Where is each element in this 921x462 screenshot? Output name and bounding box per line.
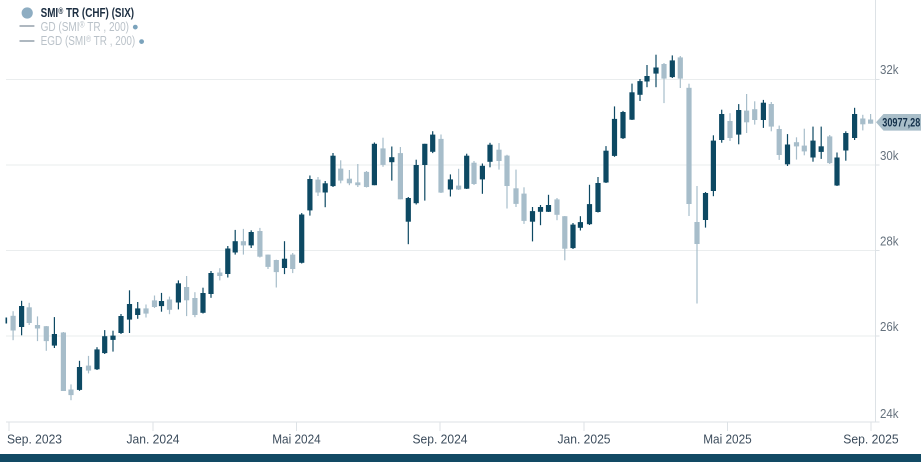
svg-text:GD (SMI® TR , 200): GD (SMI® TR , 200) [41, 19, 129, 34]
svg-text:30k: 30k [880, 148, 899, 163]
svg-text:SMI® TR (CHF) (SIX): SMI® TR (CHF) (SIX) [41, 5, 135, 20]
svg-text:Sep. 2024: Sep. 2024 [413, 432, 468, 447]
svg-text:Sep. 2025: Sep. 2025 [843, 432, 898, 447]
svg-text:30977,28: 30977,28 [882, 118, 920, 130]
svg-text:28k: 28k [880, 233, 899, 248]
svg-text:Jan. 2025: Jan. 2025 [558, 432, 611, 447]
svg-text:Mai 2024: Mai 2024 [272, 432, 321, 447]
svg-text:Mai 2025: Mai 2025 [703, 432, 752, 447]
svg-text:EGD (SMI® TR , 200): EGD (SMI® TR , 200) [41, 33, 136, 48]
svg-text:Sep. 2023: Sep. 2023 [7, 432, 62, 447]
svg-text:24k: 24k [880, 406, 899, 421]
svg-text:32k: 32k [880, 62, 899, 77]
svg-text:26k: 26k [880, 319, 899, 334]
svg-text:Jan. 2024: Jan. 2024 [127, 432, 180, 447]
